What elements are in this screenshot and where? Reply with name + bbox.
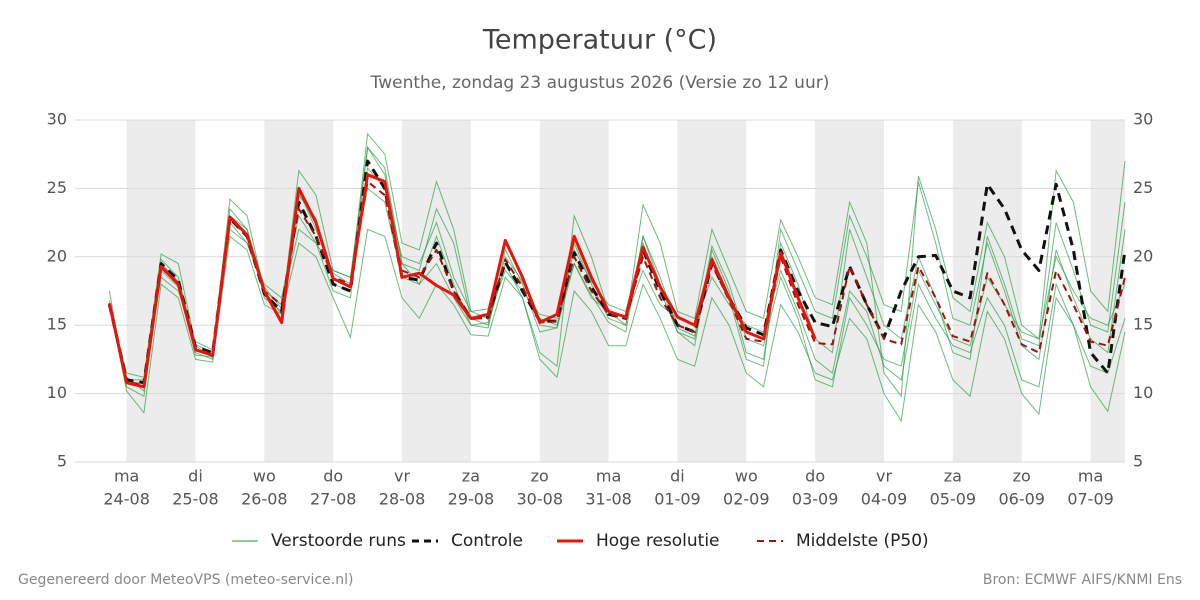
- x-tick-label-part: wo: [735, 466, 758, 485]
- ensemble-line: [108, 181, 1126, 381]
- day-band: [402, 120, 471, 462]
- x-tick-label: zo 06-09: [998, 466, 1045, 508]
- x-tick-label-part: zo: [1013, 466, 1031, 485]
- x-tick-label-part: 29-08: [448, 489, 495, 508]
- x-tick-label-part: do: [805, 466, 825, 485]
- x-tick-label-part: 25-08: [172, 489, 219, 508]
- x-tick-label-part: ma: [114, 466, 139, 485]
- x-tick-label-part: vr: [394, 466, 410, 485]
- x-tick-label-part: 28-08: [379, 489, 426, 508]
- x-tick-label-part: za: [944, 466, 962, 485]
- x-tick-label: ma 31-08: [585, 466, 632, 508]
- x-tick-label-part: 05-09: [930, 489, 977, 508]
- x-tick-label-part: do: [323, 466, 343, 485]
- x-tick-label: wo 26-08: [241, 466, 288, 508]
- series-line: [107, 159, 1127, 385]
- x-tick-label-part: 07-09: [1067, 489, 1114, 508]
- x-tick-label-part: ma: [1078, 466, 1103, 485]
- x-tick-label: ma 07-09: [1067, 466, 1114, 508]
- y2-tick-label: 10: [1133, 383, 1153, 402]
- day-band: [677, 120, 747, 462]
- ensemble-line: [108, 132, 1126, 388]
- x-tick-label: ma 24-08: [103, 466, 150, 508]
- y-tick-label: 25: [47, 178, 67, 197]
- x-tick-label-part: zo: [531, 466, 549, 485]
- y-tick-label: 20: [47, 246, 67, 265]
- x-tick-label: za 05-09: [930, 466, 977, 508]
- x-tick-label: zo 30-08: [517, 466, 564, 508]
- ensemble-line: [108, 228, 1126, 423]
- legend-label: Verstoorde runs: [271, 531, 406, 551]
- footer-right: Bron: ECMWF AIFS/KNMI Ens: [983, 572, 1182, 588]
- x-tick-label: vr 04-09: [861, 466, 908, 508]
- footer-left: Gegenereerd door MeteoVPS (meteo-service…: [18, 572, 353, 588]
- chart-subtitle: Twenthe, zondag 23 augustus 2026 (Versie…: [370, 73, 830, 93]
- day-band: [126, 120, 196, 462]
- day-band: [952, 120, 1022, 462]
- x-tick-label: vr 28-08: [379, 466, 426, 508]
- series-line: [107, 173, 817, 389]
- ensemble-line: [108, 146, 1126, 398]
- x-tick-label: do 27-08: [310, 466, 357, 508]
- x-tick-label: di 25-08: [172, 466, 219, 508]
- x-tick-label-part: 31-08: [585, 489, 632, 508]
- legend-label: Controle: [451, 531, 523, 551]
- x-tick-label-part: 26-08: [241, 489, 288, 508]
- y-tick-label: 10: [47, 383, 67, 402]
- y-tick-label: 15: [47, 315, 67, 334]
- x-tick-label-part: wo: [253, 466, 276, 485]
- x-tick-label: di 01-09: [654, 466, 701, 508]
- x-tick-label: za 29-08: [448, 466, 495, 508]
- x-tick-label-part: 03-09: [792, 489, 839, 508]
- y-tick-label: 5: [57, 452, 67, 471]
- x-tick-label-part: vr: [876, 466, 892, 485]
- x-tick-label-part: di: [188, 466, 203, 485]
- x-tick-label-part: 01-09: [654, 489, 701, 508]
- y2-tick-label: 25: [1133, 178, 1153, 197]
- x-tick-label-part: 06-09: [998, 489, 1045, 508]
- y2-tick-label: 5: [1133, 452, 1143, 471]
- x-tick-label-part: 04-09: [861, 489, 908, 508]
- ensemble-line: [108, 145, 1126, 392]
- y-tick-label: 30: [47, 110, 67, 129]
- legend-label: Hoge resolutie: [596, 531, 720, 551]
- series-line: [108, 180, 1126, 387]
- x-tick-label-part: ma: [596, 466, 621, 485]
- x-tick-label: do 03-09: [792, 466, 839, 508]
- x-tick-label: wo 02-09: [723, 466, 770, 508]
- day-band: [264, 120, 334, 462]
- x-tick-label-part: 02-09: [723, 489, 770, 508]
- y2-tick-label: 30: [1133, 110, 1153, 129]
- chart-title: Temperatuur (°C): [482, 25, 717, 56]
- legend-label: Middelste (P50): [796, 531, 929, 551]
- x-tick-label-part: 24-08: [103, 489, 150, 508]
- x-tick-label-part: za: [462, 466, 480, 485]
- y2-tick-label: 20: [1133, 246, 1153, 265]
- y2-tick-label: 15: [1133, 315, 1153, 334]
- x-tick-label-part: 27-08: [310, 489, 357, 508]
- x-tick-label-part: 30-08: [517, 489, 564, 508]
- x-tick-label-part: di: [670, 466, 685, 485]
